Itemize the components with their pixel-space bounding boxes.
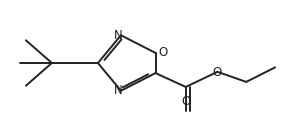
Text: O: O [158,46,167,59]
Text: O: O [213,66,222,79]
Text: O: O [181,95,190,108]
Text: N: N [114,84,122,97]
Text: N: N [114,29,122,42]
